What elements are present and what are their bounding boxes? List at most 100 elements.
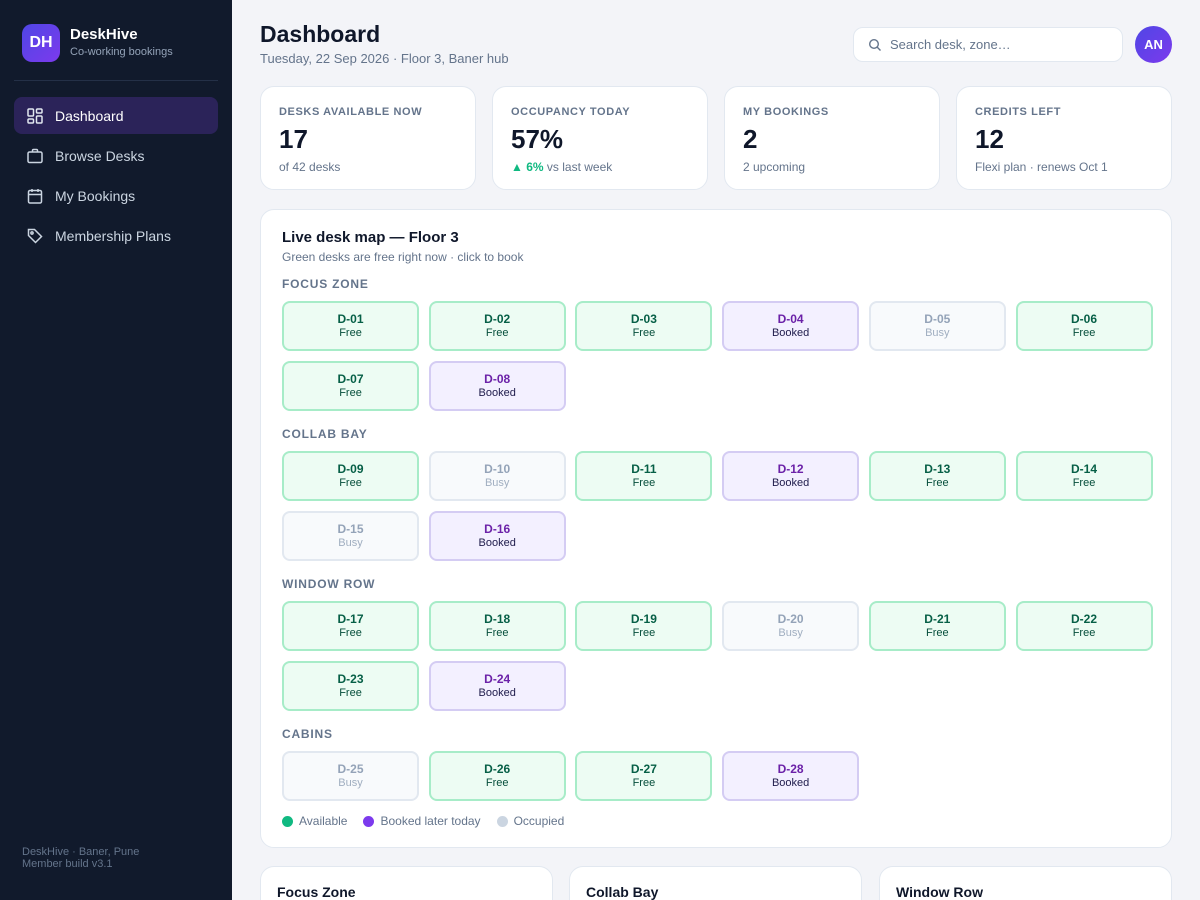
legend-dot <box>496 815 508 827</box>
stat-value: 2 <box>743 124 758 154</box>
stat-value: 57% <box>511 124 564 154</box>
desk-tile-d-22[interactable]: D-22 Free <box>1015 601 1153 651</box>
desk-tile-d-07[interactable]: D-07 Free <box>282 361 419 411</box>
desk-status: Free <box>339 327 362 339</box>
sidebar-item-my-bookings[interactable]: My Bookings <box>14 177 218 214</box>
sidebar-footer: DeskHive · Baner, Pune Member build v3.1 <box>22 846 139 870</box>
desk-id: D-08 <box>484 372 511 386</box>
desk-id: D-03 <box>630 312 657 326</box>
desk-id: D-09 <box>337 462 364 476</box>
desk-tile-d-27[interactable]: D-27 Free <box>575 751 713 801</box>
avatar[interactable]: AN <box>1135 26 1172 63</box>
desk-status: Booked <box>771 477 810 489</box>
brand-logo: DH <box>22 24 60 62</box>
zone-card-focus-zone[interactable]: Focus Zone <box>260 866 553 900</box>
desk-tile-d-14[interactable]: D-14 Free <box>1015 451 1153 501</box>
desk-id: D-12 <box>777 462 804 476</box>
desk-status: Free <box>339 477 362 489</box>
desk-status: Busy <box>338 537 363 549</box>
stat-label: MY BOOKINGS <box>743 106 829 118</box>
desk-tile-d-13[interactable]: D-13 Free <box>868 451 1006 501</box>
search-box[interactable] <box>853 27 1123 62</box>
desk-id: D-05 <box>924 312 951 326</box>
desk-status: Booked <box>478 687 516 699</box>
desk-status: Free <box>632 627 656 639</box>
calendar-icon <box>26 187 44 205</box>
desk-id: D-19 <box>630 612 657 626</box>
desk-tile-d-05[interactable]: D-05 Busy <box>868 301 1006 351</box>
desk-tile-d-24[interactable]: D-24 Booked <box>428 661 566 711</box>
desk-id: D-23 <box>337 672 364 686</box>
sidebar: DH DeskHive Co-working bookings Dashboar… <box>0 0 232 900</box>
desk-status: Booked <box>771 327 810 339</box>
desk-tile-d-02[interactable]: D-02 Free <box>428 301 566 351</box>
desk-id: D-10 <box>484 462 511 476</box>
desk-status: Free <box>1072 627 1096 639</box>
zone-card-title: Window Row <box>896 884 983 900</box>
desk-tile-d-11[interactable]: D-11 Free <box>575 451 713 501</box>
desk-tile-d-19[interactable]: D-19 Free <box>575 601 713 651</box>
desk-status: Booked <box>478 387 516 399</box>
zone-label: FOCUS ZONE <box>282 277 369 291</box>
zone-card-window-row[interactable]: Window Row <box>879 866 1172 900</box>
page-title: Dashboard <box>260 21 381 47</box>
desk-id: D-21 <box>924 612 951 626</box>
desk-status: Free <box>632 327 656 339</box>
desk-tile-d-26[interactable]: D-26 Free <box>428 751 566 801</box>
zone-card-title: Focus Zone <box>277 884 356 900</box>
desk-id: D-06 <box>1070 312 1097 326</box>
desk-tile-d-10[interactable]: D-10 Busy <box>428 451 566 501</box>
desk-tile-d-04[interactable]: D-04 Booked <box>722 301 860 351</box>
search-input[interactable] <box>890 37 1110 52</box>
legend-dot <box>282 815 293 827</box>
footer-build: Member build v3.1 <box>22 858 113 870</box>
desk-id: D-16 <box>484 522 511 536</box>
desk-tile-d-06[interactable]: D-06 Free <box>1015 301 1153 351</box>
tag-icon <box>26 227 44 245</box>
desk-tile-d-15[interactable]: D-15 Busy <box>282 511 419 561</box>
desk-tile-d-21[interactable]: D-21 Free <box>868 601 1006 651</box>
desk-id: D-01 <box>337 312 364 326</box>
legend-label: Booked later today <box>380 814 481 828</box>
sidebar-item-membership-plans[interactable]: Membership Plans <box>14 217 218 254</box>
sidebar-item-label: Membership Plans <box>55 227 171 244</box>
stat-label: DESKS AVAILABLE NOW <box>279 106 423 118</box>
sidebar-nav: Dashboard Browse Desks My Bookings Membe… <box>14 97 218 257</box>
desk-tile-d-17[interactable]: D-17 Free <box>282 601 419 651</box>
brand[interactable]: DH DeskHive Co-working bookings <box>22 24 173 62</box>
desk-tile-d-23[interactable]: D-23 Free <box>282 661 419 711</box>
desk-map-subtitle: Green desks are free right now · click t… <box>282 250 524 264</box>
desk-status: Free <box>925 477 949 489</box>
desk-status: Free <box>485 627 509 639</box>
zone-label: WINDOW ROW <box>282 577 376 591</box>
desk-tile-d-25[interactable]: D-25 Busy <box>282 751 419 801</box>
desk-tile-d-28[interactable]: D-28 Booked <box>722 751 860 801</box>
search-icon <box>868 38 881 51</box>
legend-item: Available <box>282 814 347 828</box>
zone-card-collab-bay[interactable]: Collab Bay <box>569 866 862 900</box>
desk-id: D-24 <box>484 672 511 686</box>
desk-id: D-25 <box>337 762 364 776</box>
desk-tile-d-03[interactable]: D-03 Free <box>575 301 713 351</box>
sidebar-item-browse-desks[interactable]: Browse Desks <box>14 137 218 174</box>
desk-status: Free <box>485 327 509 339</box>
desk-tile-d-20[interactable]: D-20 Busy <box>722 601 860 651</box>
stat-card-my-bookings: MY BOOKINGS 2 2 upcoming <box>724 86 940 190</box>
desk-tile-d-12[interactable]: D-12 Booked <box>722 451 860 501</box>
desk-tile-d-18[interactable]: D-18 Free <box>428 601 566 651</box>
legend-dot <box>363 815 375 827</box>
desk-tile-d-09[interactable]: D-09 Free <box>282 451 419 501</box>
briefcase-icon <box>26 147 44 165</box>
desk-map-card: Live desk map — Floor 3 Green desks are … <box>260 209 1172 848</box>
desk-tile-d-01[interactable]: D-01 Free <box>282 301 419 351</box>
desk-tile-d-16[interactable]: D-16 Booked <box>428 511 566 561</box>
stat-note: 2 upcoming <box>743 160 806 174</box>
desk-tile-d-08[interactable]: D-08 Booked <box>428 361 566 411</box>
desk-id: D-27 <box>630 762 657 776</box>
stat-value: 12 <box>975 124 1004 154</box>
sidebar-item-dashboard[interactable]: Dashboard <box>14 97 218 134</box>
stat-label: CREDITS LEFT <box>975 106 1062 118</box>
trend-up-badge: ▲ 6% <box>511 160 544 174</box>
desk-status: Busy <box>925 327 950 339</box>
stat-note: of 42 desks <box>279 160 341 174</box>
